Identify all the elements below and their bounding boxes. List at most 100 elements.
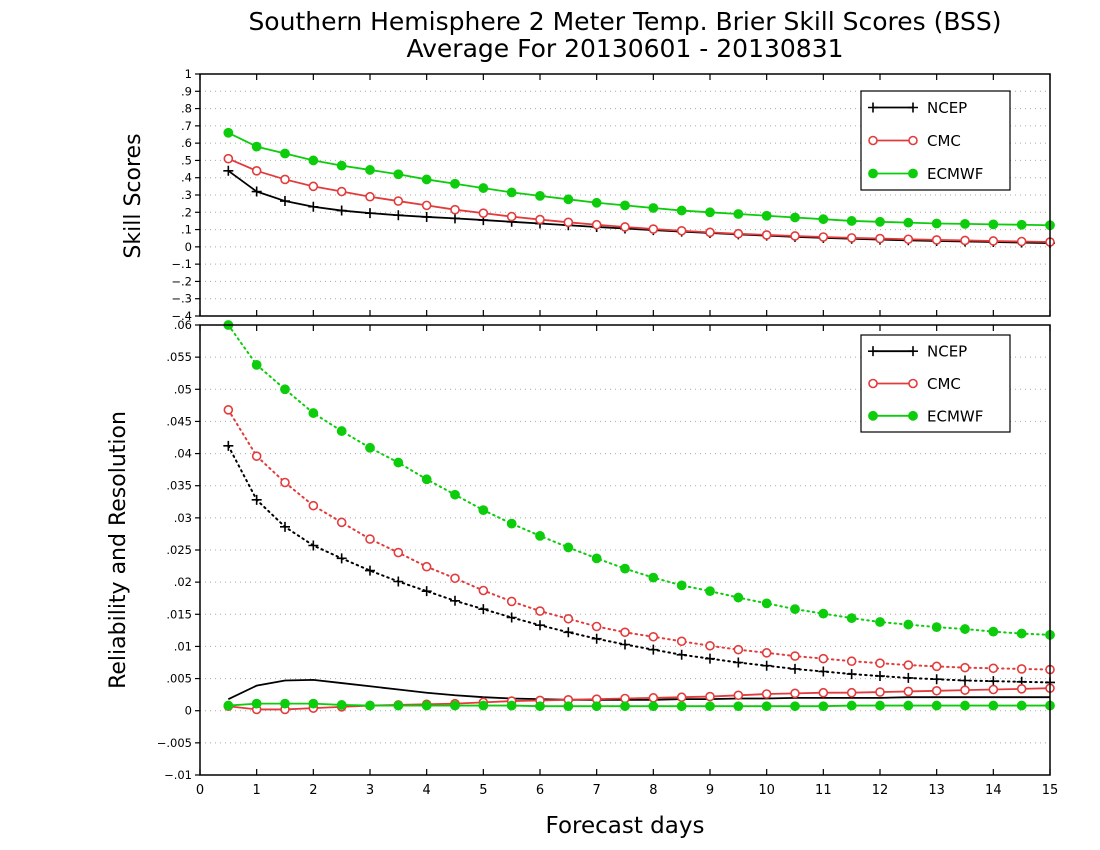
data-point bbox=[280, 521, 290, 532]
data-point bbox=[620, 563, 630, 574]
data-point bbox=[620, 200, 630, 211]
legend-marker bbox=[908, 102, 918, 113]
data-point bbox=[535, 214, 545, 225]
legend: NCEP CMC ECMWF bbox=[860, 334, 1011, 433]
data-point bbox=[223, 127, 234, 138]
legend-item-ecmwf: ECMWF bbox=[868, 407, 983, 425]
data-point bbox=[648, 644, 659, 655]
data-point bbox=[591, 701, 602, 712]
data-point bbox=[620, 627, 630, 638]
data-point bbox=[308, 181, 319, 192]
reliability-resolution-panel: −.01 −.005 0 .005 .01 .015 .02 .025 .03 .035 .04 .0… bbox=[157, 318, 1059, 798]
data-point bbox=[988, 219, 999, 230]
data-point bbox=[393, 210, 404, 221]
series-line bbox=[228, 702, 1050, 708]
data-point bbox=[818, 214, 829, 225]
data-point bbox=[903, 234, 914, 245]
data-point bbox=[478, 208, 489, 218]
data-point bbox=[223, 153, 234, 164]
y-tick-label: .3 bbox=[181, 188, 192, 202]
data-point bbox=[931, 622, 942, 633]
data-point bbox=[506, 700, 517, 711]
y-tick-label: 0 bbox=[185, 240, 192, 254]
data-point bbox=[421, 174, 432, 185]
x-axis-label: Forecast days bbox=[546, 813, 705, 839]
data-point bbox=[365, 534, 375, 544]
data-point bbox=[818, 608, 829, 619]
data-point bbox=[478, 585, 489, 596]
series-ecmwf-solid-top bbox=[223, 127, 1055, 231]
data-point bbox=[846, 656, 857, 667]
data-point bbox=[591, 197, 602, 208]
data-point bbox=[506, 518, 517, 529]
x-tick-label: 0 bbox=[196, 783, 204, 798]
y-tick-label: .015 bbox=[166, 607, 192, 621]
data-point bbox=[1016, 628, 1027, 639]
x-tick-label: 2 bbox=[309, 783, 317, 798]
data-point bbox=[308, 540, 319, 551]
x-tick-label: 9 bbox=[706, 783, 714, 798]
legend-label: NCEP bbox=[927, 99, 967, 117]
data-point bbox=[733, 701, 744, 712]
y-tick-label: .025 bbox=[166, 543, 192, 557]
data-point bbox=[591, 219, 602, 230]
bottom-panel-y-axis-label: Reliability and Resolution bbox=[106, 411, 131, 689]
data-point bbox=[903, 619, 914, 630]
data-point bbox=[903, 700, 914, 711]
legend-item-cmc: CMC bbox=[868, 375, 961, 393]
y-tick-label: .6 bbox=[181, 136, 192, 150]
legend-label: ECMWF bbox=[927, 407, 983, 425]
y-tick-label: .005 bbox=[166, 672, 192, 686]
y-tick-label: .01 bbox=[174, 639, 192, 653]
data-point bbox=[280, 384, 290, 395]
data-point bbox=[903, 217, 914, 228]
data-point bbox=[421, 561, 432, 572]
data-point bbox=[875, 233, 885, 244]
data-point bbox=[875, 617, 885, 627]
data-point bbox=[903, 672, 914, 683]
series-cmc-dotted-bottom bbox=[223, 405, 1055, 675]
data-point bbox=[705, 701, 715, 712]
data-point bbox=[676, 701, 687, 712]
x-tick-label: 12 bbox=[872, 783, 889, 798]
data-point bbox=[251, 451, 262, 461]
data-point bbox=[535, 606, 545, 616]
data-point bbox=[931, 674, 942, 685]
y-tick-label: .03 bbox=[174, 511, 192, 525]
y-tick-label: .035 bbox=[166, 479, 192, 493]
data-point bbox=[535, 190, 545, 201]
data-point bbox=[818, 232, 829, 242]
data-point bbox=[336, 160, 347, 171]
legend-label: CMC bbox=[927, 132, 961, 150]
data-point bbox=[988, 236, 999, 246]
x-tick-label: 3 bbox=[366, 783, 374, 798]
y-tick-label: −.3 bbox=[171, 292, 192, 306]
data-point bbox=[705, 640, 715, 651]
legend-marker bbox=[908, 168, 918, 179]
data-point bbox=[450, 489, 460, 500]
data-point bbox=[818, 653, 829, 664]
data-point bbox=[591, 553, 602, 564]
data-point bbox=[393, 576, 404, 587]
data-point bbox=[620, 693, 630, 704]
data-point bbox=[280, 174, 290, 185]
data-point bbox=[506, 596, 517, 607]
series-ecmwf-solid-bottom bbox=[223, 698, 1055, 712]
y-tick-label: .4 bbox=[181, 171, 192, 185]
data-point bbox=[790, 604, 800, 615]
data-point bbox=[648, 631, 659, 642]
data-point bbox=[308, 698, 319, 709]
top-panel-y-axis-label: Skill Scores bbox=[121, 133, 146, 258]
data-point bbox=[875, 687, 885, 697]
data-point bbox=[761, 598, 772, 609]
x-tick-label: 7 bbox=[593, 783, 601, 798]
data-point bbox=[251, 698, 262, 709]
data-point bbox=[846, 687, 857, 698]
data-point bbox=[676, 205, 687, 216]
data-point bbox=[875, 658, 885, 668]
data-point bbox=[931, 235, 942, 245]
data-point bbox=[761, 660, 772, 671]
data-point bbox=[251, 141, 262, 152]
data-point bbox=[563, 194, 574, 205]
data-point bbox=[733, 228, 744, 239]
